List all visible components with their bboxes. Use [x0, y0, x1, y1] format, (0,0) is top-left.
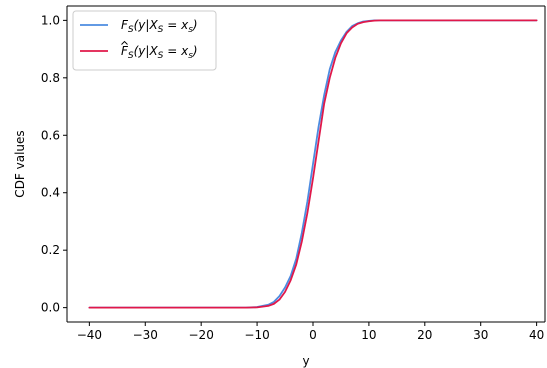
- legend-text-part: s: [188, 51, 193, 61]
- x-tick-label: 30: [473, 328, 488, 342]
- y-tick-label: 0.2: [41, 243, 60, 257]
- x-tick-label: −30: [133, 328, 158, 342]
- series-line-2: [88, 19, 538, 309]
- y-tick-label: 0.0: [41, 301, 60, 315]
- legend-text-part: (y|X: [134, 44, 159, 58]
- x-tick-label: −40: [77, 328, 102, 342]
- series-layer: [88, 19, 538, 309]
- x-tick-label: −20: [189, 328, 214, 342]
- legend-text-part: F: [121, 18, 129, 32]
- legend-label-2: FS(y|XS = xs): [121, 44, 198, 61]
- x-tick-label: −10: [244, 328, 269, 342]
- hat-accent-icon: [121, 40, 128, 45]
- legend-text-part: = x: [163, 44, 189, 58]
- legend-text-part: ): [192, 44, 198, 58]
- legend-text-part: S: [158, 25, 164, 35]
- x-tick-label: 10: [361, 328, 376, 342]
- x-ticks: −40 −30 −20 −10 0 10 20 30 40: [77, 322, 544, 342]
- x-axis-label: y: [302, 354, 309, 368]
- y-tick-label: 0.8: [41, 71, 60, 85]
- x-tick-label: 0: [309, 328, 317, 342]
- y-axis-label: CDF values: [13, 130, 27, 197]
- y-tick-label: 0.6: [41, 128, 60, 142]
- y-tick-label: 1.0: [41, 13, 60, 27]
- legend-label-1: FS(y|XS = xs): [121, 18, 198, 35]
- legend-text-part: S: [158, 51, 164, 61]
- axes: [66, 5, 546, 323]
- y-tick-label: 0.4: [41, 186, 60, 200]
- legend: FS(y|XS = xs)FS(y|XS = xs): [72, 10, 217, 71]
- legend-text-part: s: [188, 25, 193, 35]
- legend-text-part: ): [192, 18, 198, 32]
- y-ticks: 0.0 0.2 0.4 0.6 0.8 1.0: [41, 13, 67, 315]
- legend-text-part: F: [121, 44, 129, 58]
- legend-text-part: (y|X: [134, 18, 159, 32]
- legend-text-part: S: [128, 51, 134, 61]
- legend-frame: [72, 10, 217, 71]
- legend-text-part: = x: [163, 18, 189, 32]
- x-tick-label: 40: [529, 328, 544, 342]
- x-tick-label: 20: [417, 328, 432, 342]
- legend-text-part: S: [128, 25, 134, 35]
